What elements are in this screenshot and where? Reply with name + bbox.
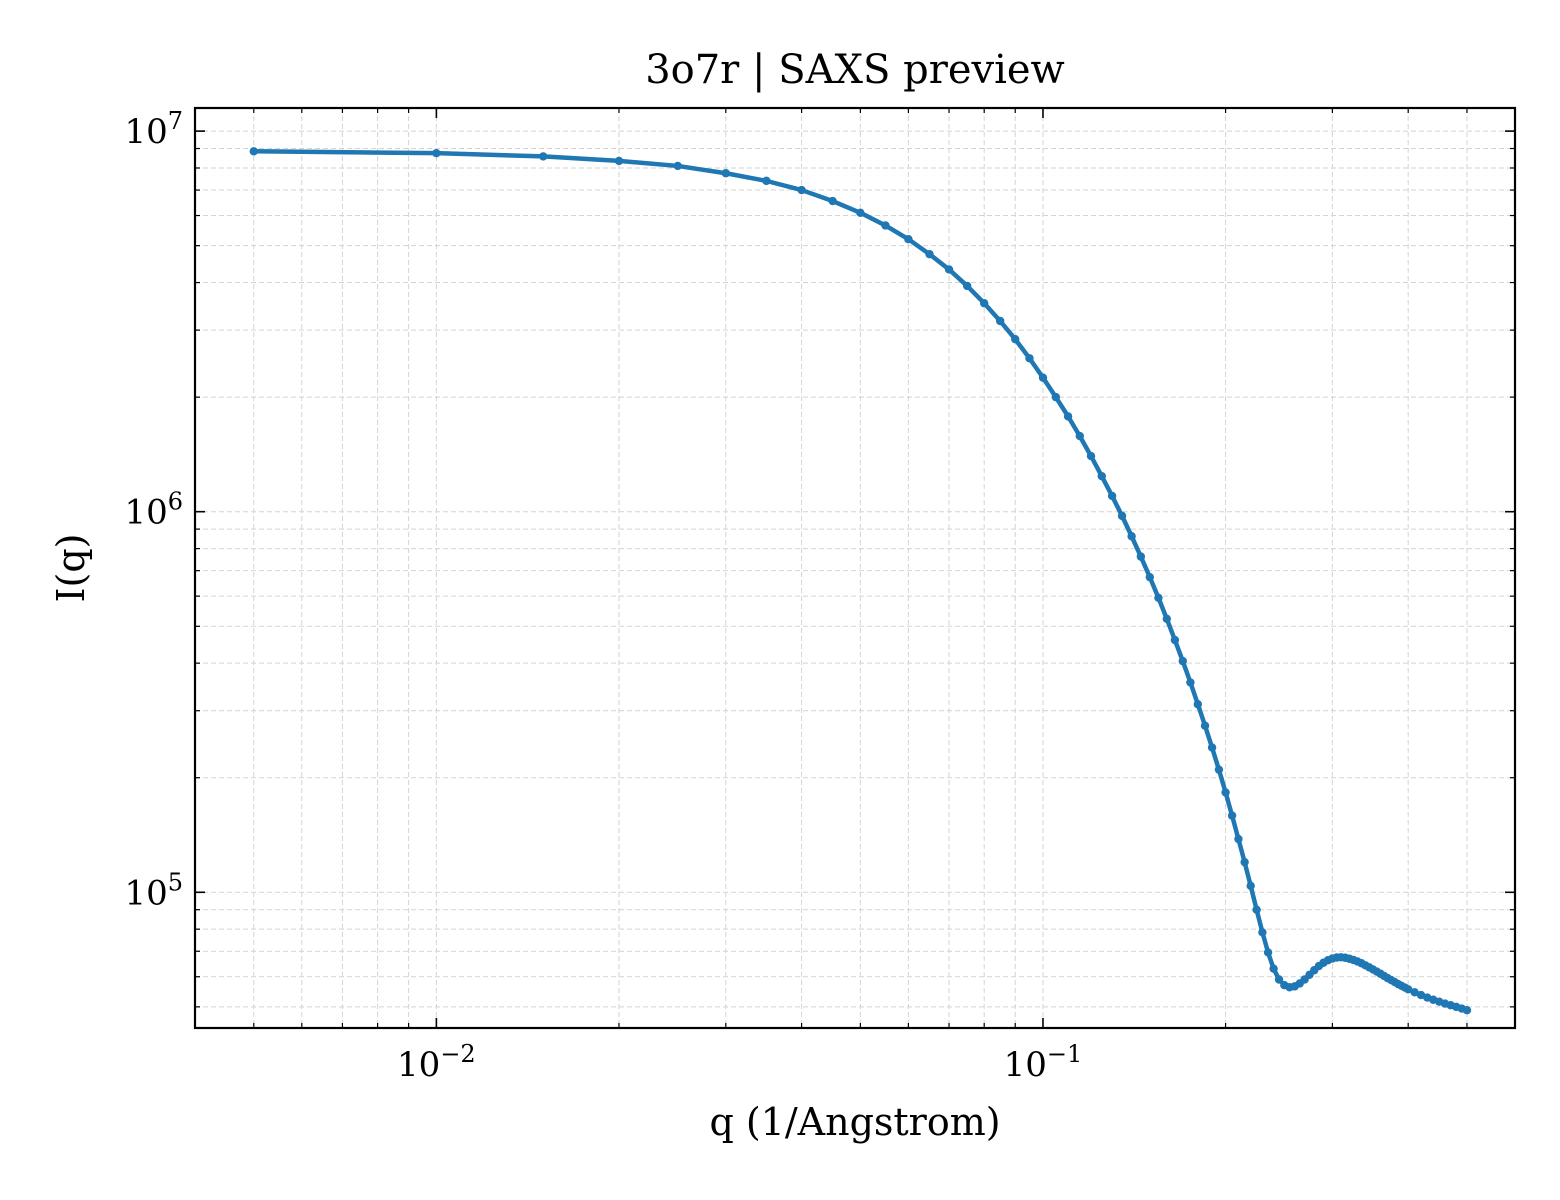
y-tick-label: 107 [124,107,183,152]
data-point [1025,354,1034,363]
data-point [962,281,972,291]
data-point [1063,412,1073,421]
data-point [1246,881,1255,891]
data-point [1269,964,1278,973]
data-point [721,169,731,178]
data-point [1403,985,1413,994]
data-point [904,234,913,244]
data-point [1117,511,1127,521]
data-point [1200,721,1210,730]
data-point [1154,593,1163,602]
y-tick-label: 106 [124,488,183,533]
data-point [1410,988,1419,997]
data-point [828,196,837,206]
data-point [1227,811,1237,820]
data-point [856,208,865,217]
data-point [1263,948,1273,957]
data-point [944,265,954,274]
ticks: 10−2 10−1 105 106 107 [124,107,1515,1085]
data-point [995,316,1005,326]
data-point [249,147,258,156]
data-point [1170,635,1180,645]
data-point [1011,334,1020,344]
data-point [1462,1006,1472,1015]
data-point [1162,614,1172,624]
data-point [1038,373,1048,382]
data-point [1240,857,1249,867]
data-point [1136,552,1146,561]
chart-title: 3o7r | SAXS preview [645,47,1065,93]
data-point [614,156,624,166]
data-point [1207,743,1217,752]
data-point [1221,788,1230,797]
data-point [1127,532,1136,541]
data-point [1107,491,1117,501]
data-point [1145,572,1155,582]
x-tick-label: 10−1 [1004,1040,1083,1085]
data-point [979,299,989,308]
data-point [1086,451,1096,461]
y-tick-label: 105 [124,868,183,913]
data-point [1274,975,1284,984]
data-point [797,185,806,195]
y-axis-label: I(q) [49,534,93,603]
data-point [1075,431,1085,441]
data-point [1234,834,1243,844]
data-point [1252,905,1261,914]
data-point [539,152,548,161]
data-point [925,249,934,259]
data-point [432,148,441,158]
data-point [1258,928,1267,937]
x-axis-label: q (1/Angstrom) [709,1100,1000,1144]
data-point [881,221,890,230]
data-point [1193,700,1203,709]
data-point [1051,392,1061,402]
grid [194,108,1515,1028]
series-layer [249,147,1472,1015]
data-point [673,161,682,171]
plot-frame [193,106,1517,1030]
x-tick-label: 10−2 [397,1040,476,1085]
data-point [1178,656,1187,666]
data-point [1214,765,1224,774]
data-point [762,176,771,186]
data-point [1097,471,1106,481]
data-point [1186,678,1195,687]
